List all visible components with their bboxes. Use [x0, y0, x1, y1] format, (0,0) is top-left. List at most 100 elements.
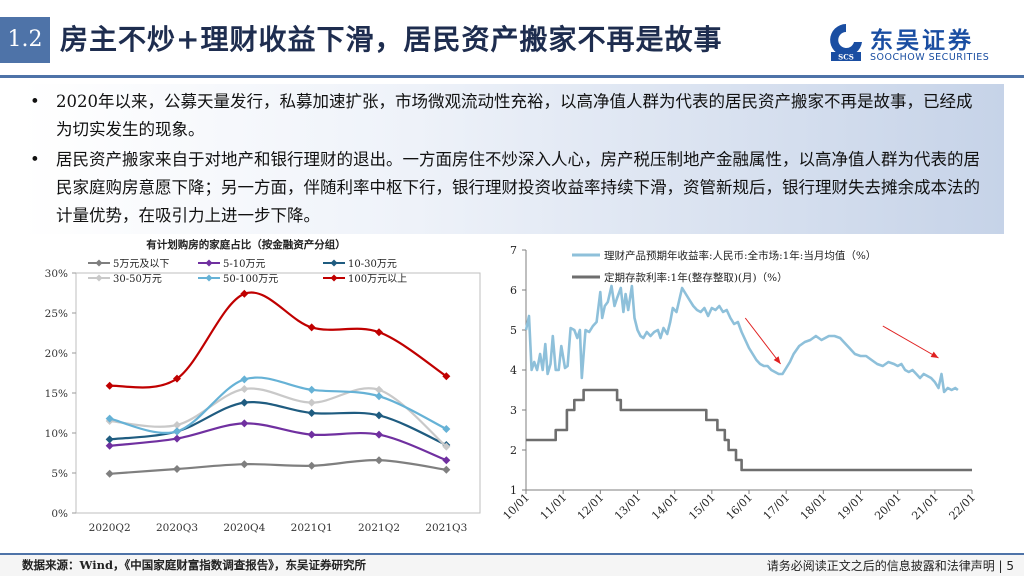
- x-tick-label: 20/01: [872, 491, 904, 523]
- legend-marker: [95, 259, 103, 267]
- bullet-dot-icon: •: [30, 92, 40, 111]
- y-tick-label: 10%: [45, 428, 68, 440]
- trend-arrow-line: [882, 325, 939, 359]
- series-line: [526, 388, 972, 472]
- y-tick-label: 2: [510, 444, 517, 457]
- data-point: [240, 419, 249, 428]
- x-tick-label: 16/01: [724, 491, 756, 523]
- data-point: [105, 469, 114, 478]
- y-tick-label: 1: [510, 484, 517, 497]
- x-tick-label: 14/01: [649, 491, 681, 523]
- data-point: [375, 392, 383, 401]
- data-point: [307, 385, 316, 394]
- x-tick-label: 17/01: [761, 491, 793, 523]
- x-tick-label: 2021Q1: [291, 522, 333, 534]
- section-number: 1.2: [0, 17, 50, 63]
- logo-chinese-name: 东吴证券: [870, 28, 974, 54]
- y-tick-label: 5%: [51, 468, 68, 480]
- y-tick-label: 30%: [45, 268, 68, 280]
- data-point: [240, 375, 249, 384]
- legend-label: 5万元及以下: [113, 258, 169, 270]
- x-tick-label: 22/01: [947, 491, 979, 523]
- series-line: [109, 459, 447, 475]
- x-tick-label: 18/01: [798, 491, 830, 523]
- bullet-text-1: 2020年以来，公募天量发行，私募加速扩张，市场微观流动性充裕，以高净值人群为代…: [56, 92, 973, 139]
- data-point: [375, 456, 383, 465]
- data-point: [307, 430, 316, 439]
- x-tick-label: 2021Q3: [425, 522, 467, 534]
- company-logo: SCS 东吴证券 SOOCHOW SECURITIES: [826, 20, 1016, 70]
- legend-marker: [330, 274, 338, 282]
- x-tick-label: 2020Q4: [223, 522, 265, 534]
- y-tick-label: 15%: [45, 388, 68, 400]
- data-point: [375, 411, 383, 420]
- data-point: [375, 385, 383, 394]
- legend-marker: [205, 259, 213, 267]
- legend-label: 定期存款利率:1年(整存整取)(月)（%）: [604, 271, 788, 284]
- legend-label: 10-30万元: [348, 259, 397, 270]
- page-title: 房主不炒+理财收益下滑，居民资产搬家不再是故事: [60, 23, 723, 56]
- bullet-box: • 2020年以来，公募天量发行，私募加速扩张，市场微观流动性充裕，以高净值人群…: [22, 84, 1004, 234]
- data-point: [173, 427, 181, 436]
- series-line: [109, 422, 447, 462]
- y-tick-label: 3: [510, 404, 517, 417]
- logo-emblem-icon: SCS: [830, 24, 862, 62]
- x-tick-label: 12/01: [575, 491, 607, 523]
- legend-label: 50-100万元: [223, 274, 278, 285]
- data-point: [105, 381, 114, 390]
- footer-divider: [0, 553, 1024, 555]
- legend-label: 理财产品预期年收益率:人民币:全市场:1年:当月均值（%）: [604, 249, 876, 262]
- series-line: [109, 387, 448, 448]
- data-point: [173, 374, 181, 383]
- x-tick-label: 15/01: [686, 491, 718, 523]
- legend-marker: [330, 259, 338, 267]
- x-tick-label: 11/01: [538, 491, 570, 523]
- y-tick-label: 7: [510, 244, 517, 257]
- y-tick-label: 5: [510, 324, 517, 337]
- y-tick-label: 25%: [45, 308, 68, 320]
- legend-label: 30-50万元: [113, 274, 162, 285]
- plot-area: [75, 272, 481, 514]
- data-point: [173, 434, 181, 443]
- trend-arrow-head: [930, 351, 939, 358]
- series-line: [109, 291, 447, 389]
- y-tick-label: 6: [510, 284, 517, 297]
- svg-text:SCS: SCS: [838, 53, 854, 62]
- left-chart-household-purchase: 有计划购房的家庭占比（按金融资产分组） 0% 5% 10% 15% 20% 25% 30% 20…: [45, 238, 481, 534]
- data-point: [307, 398, 316, 407]
- data-point: [442, 456, 451, 465]
- y-tick-label: 4: [510, 364, 517, 377]
- series-line: [109, 376, 447, 434]
- data-point: [105, 435, 114, 444]
- y-tick-label: 20%: [45, 348, 68, 360]
- x-tick-label: 2021Q2: [358, 522, 400, 534]
- x-tick-label: 13/01: [612, 491, 644, 523]
- data-point: [307, 461, 316, 470]
- legend-label: 5-10万元: [223, 259, 265, 270]
- bullet-dot-icon: •: [30, 150, 40, 169]
- chart-title: 有计划购房的家庭占比（按金融资产分组）: [146, 238, 346, 251]
- y-tick-label: 0%: [51, 508, 68, 520]
- x-tick-label: 2020Q3: [156, 522, 198, 534]
- data-point: [240, 289, 249, 298]
- legend-marker: [205, 274, 213, 282]
- series-line: [524, 284, 959, 394]
- disclaimer-page-number: 请务必阅读正文之后的信息披露和法律声明 | 5: [766, 559, 1014, 573]
- data-point: [105, 414, 114, 423]
- trend-arrow-head: [773, 356, 781, 364]
- x-tick-label: 21/01: [909, 491, 941, 523]
- bullet-text-2: 居民资产搬家来自于对地产和银行理财的退出。一方面房住不炒深入人心，房产税压制地产…: [56, 150, 980, 225]
- data-point: [307, 409, 316, 417]
- data-point: [442, 372, 451, 381]
- x-tick-label: 2020Q2: [89, 522, 131, 534]
- legend-label: 100万元以上: [348, 273, 407, 285]
- logo-english-name: SOOCHOW SECURITIES: [870, 52, 990, 63]
- legend-marker: [95, 274, 103, 282]
- data-point: [442, 442, 451, 451]
- trend-arrow-line: [744, 317, 781, 365]
- data-point: [240, 385, 249, 393]
- data-point: [442, 425, 451, 433]
- data-point: [442, 465, 451, 474]
- data-point: [105, 441, 114, 450]
